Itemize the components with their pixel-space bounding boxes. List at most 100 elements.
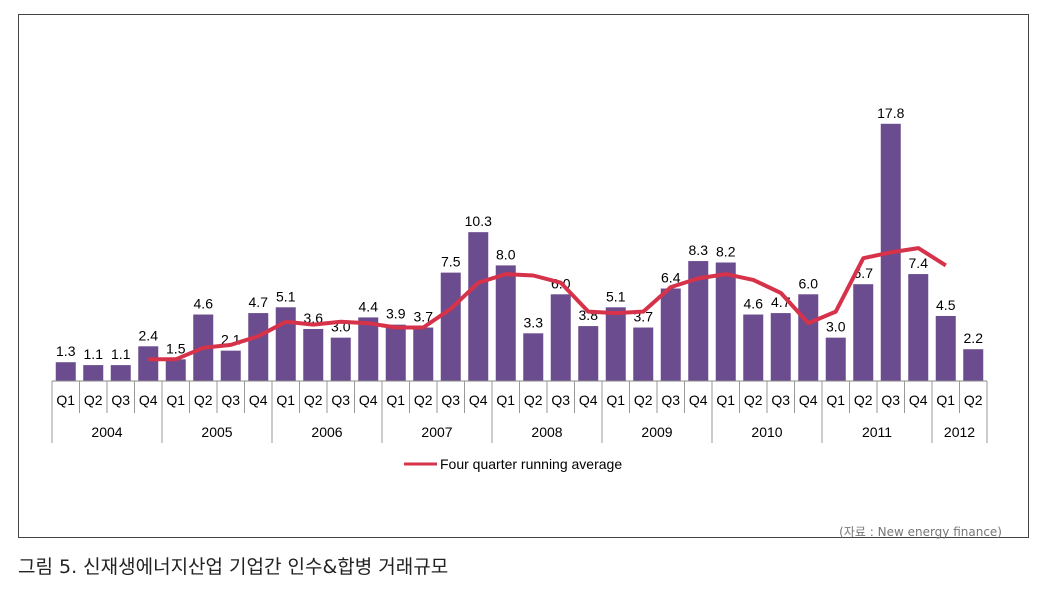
bar bbox=[825, 337, 846, 381]
quarter-tick-label: Q2 bbox=[854, 392, 873, 408]
bar-value-label: 17.8 bbox=[877, 105, 904, 121]
year-tick-label: 2010 bbox=[751, 424, 782, 440]
legend: Four quarter running average bbox=[404, 456, 622, 472]
bar-value-label: 3.6 bbox=[304, 310, 324, 326]
quarter-tick-label: Q1 bbox=[826, 392, 845, 408]
bar-value-label: 8.2 bbox=[716, 244, 736, 260]
bar bbox=[963, 349, 984, 381]
year-tick-label: 2006 bbox=[311, 424, 342, 440]
bar bbox=[605, 307, 626, 381]
bar-value-label: 8.3 bbox=[689, 242, 709, 258]
quarter-tick-label: Q2 bbox=[744, 392, 763, 408]
quarter-tick-label: Q4 bbox=[139, 392, 158, 408]
bar-value-label: 6.0 bbox=[799, 275, 819, 291]
quarter-tick-label: Q2 bbox=[634, 392, 653, 408]
bar-value-label: 3.0 bbox=[826, 319, 846, 335]
year-tick-label: 2011 bbox=[862, 424, 892, 440]
bar-value-label: 1.1 bbox=[111, 346, 131, 362]
quarter-tick-label: Q3 bbox=[221, 392, 240, 408]
quarter-tick-label: Q3 bbox=[551, 392, 570, 408]
quarter-tick-label: Q3 bbox=[331, 392, 350, 408]
bar bbox=[413, 327, 434, 381]
bar bbox=[743, 314, 764, 381]
bar-value-label: 2.4 bbox=[139, 327, 159, 343]
quarter-tick-label: Q3 bbox=[441, 392, 460, 408]
year-tick-label: 2009 bbox=[641, 424, 672, 440]
bar-value-label: 1.5 bbox=[166, 340, 186, 356]
year-tick-label: 2007 bbox=[421, 424, 452, 440]
bar-value-label: 4.6 bbox=[194, 296, 214, 312]
bar bbox=[220, 350, 241, 381]
bar bbox=[385, 324, 406, 381]
quarter-tick-label: Q3 bbox=[111, 392, 130, 408]
quarter-tick-label: Q3 bbox=[881, 392, 900, 408]
quarter-tick-label: Q1 bbox=[386, 392, 405, 408]
bar bbox=[83, 365, 104, 381]
quarter-tick-label: Q2 bbox=[84, 392, 103, 408]
quarter-tick-label: Q4 bbox=[249, 392, 268, 408]
bar bbox=[55, 362, 76, 381]
bar bbox=[330, 337, 351, 381]
year-tick-label: 2005 bbox=[201, 424, 232, 440]
bar-value-label: 4.4 bbox=[359, 298, 379, 314]
bar-value-label: 2.2 bbox=[964, 330, 984, 346]
bar-value-label: 3.9 bbox=[386, 306, 406, 322]
source-note: (자료 : New energy finance) bbox=[839, 525, 1002, 539]
year-tick-label: 2004 bbox=[91, 424, 122, 440]
bar-value-label: 7.5 bbox=[441, 254, 461, 270]
quarter-tick-label: Q1 bbox=[56, 392, 75, 408]
quarter-tick-label: Q1 bbox=[496, 392, 515, 408]
bar-value-label: 4.7 bbox=[249, 294, 269, 310]
bar bbox=[688, 261, 709, 381]
quarter-tick-label: Q2 bbox=[414, 392, 433, 408]
bar bbox=[798, 294, 819, 381]
bar bbox=[275, 307, 296, 381]
bar bbox=[138, 346, 159, 381]
bar bbox=[303, 328, 324, 381]
quarter-tick-label: Q2 bbox=[964, 392, 983, 408]
bar-value-label: 1.3 bbox=[56, 343, 76, 359]
quarter-tick-label: Q1 bbox=[606, 392, 625, 408]
bar bbox=[523, 333, 544, 381]
quarter-tick-label: Q1 bbox=[716, 392, 735, 408]
quarter-tick-label: Q2 bbox=[194, 392, 213, 408]
year-tick-label: 2008 bbox=[531, 424, 562, 440]
bar-value-label: 5.1 bbox=[606, 288, 626, 304]
quarter-tick-label: Q4 bbox=[359, 392, 378, 408]
bar-value-label: 3.7 bbox=[414, 309, 434, 325]
quarter-tick-label: Q4 bbox=[799, 392, 818, 408]
quarter-tick-label: Q2 bbox=[524, 392, 543, 408]
bar-value-label: 4.5 bbox=[936, 297, 956, 313]
bar-chart: 1.3 1.1 1.12.41.54.62.14.7 5.13.63.04.4 3.9 3… bbox=[51, 105, 988, 472]
chart-frame: 1.3 1.1 1.1 2.4 1.5 4.6 2.1 4.7 5.1 3.6 3.0 4.4 3.9 3… bbox=[18, 14, 1029, 539]
bar-value-label: 4.6 bbox=[744, 296, 764, 312]
bar bbox=[715, 262, 736, 381]
bar bbox=[165, 359, 186, 381]
bar bbox=[578, 326, 599, 381]
bar bbox=[110, 365, 131, 381]
legend-label: Four quarter running average bbox=[440, 456, 622, 472]
bar bbox=[908, 274, 929, 381]
bar-value-label: 1.1 bbox=[84, 346, 104, 362]
bar-value-label: 10.3 bbox=[465, 213, 492, 229]
bar-value-label: 7.4 bbox=[909, 255, 929, 271]
bar-value-label: 6.4 bbox=[661, 270, 681, 286]
quarter-tick-label: Q4 bbox=[579, 392, 598, 408]
quarter-tick-label: Q1 bbox=[166, 392, 185, 408]
bar bbox=[440, 272, 461, 381]
bar bbox=[358, 317, 379, 381]
quarter-tick-label: Q4 bbox=[469, 392, 488, 408]
bars-group bbox=[55, 123, 984, 381]
quarter-tick-label: Q4 bbox=[909, 392, 928, 408]
quarter-tick-label: Q2 bbox=[304, 392, 323, 408]
quarter-tick-label: Q3 bbox=[771, 392, 790, 408]
quarter-tick-label: Q1 bbox=[276, 392, 295, 408]
bar bbox=[660, 288, 681, 381]
running-average-line bbox=[148, 246, 947, 362]
quarter-tick-label: Q1 bbox=[936, 392, 955, 408]
bar bbox=[770, 313, 791, 381]
quarter-tick-label: Q3 bbox=[661, 392, 680, 408]
bar bbox=[468, 232, 489, 381]
bar bbox=[248, 313, 269, 381]
year-tick-label: 2012 bbox=[944, 424, 975, 440]
